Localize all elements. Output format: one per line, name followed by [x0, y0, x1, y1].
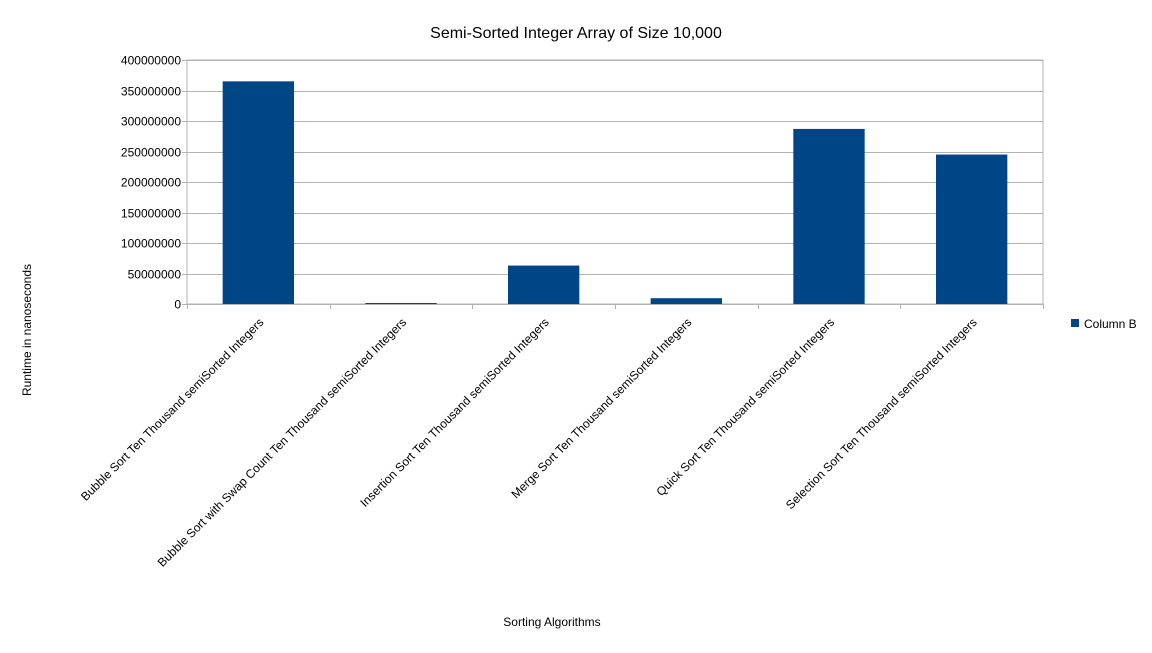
y-axis-label: Runtime in nanoseconds: [20, 264, 34, 396]
grid-lines: [187, 60, 1043, 305]
bar: [365, 303, 437, 304]
x-axis-label: Sorting Algorithms: [503, 615, 600, 629]
bar: [508, 265, 580, 304]
y-tick-label: 200000000: [121, 176, 181, 190]
legend-swatch: [1071, 319, 1079, 327]
y-tick-label: 300000000: [121, 115, 181, 129]
x-tick-label: Quick Sort Ten Thousand semiSorted Integ…: [653, 315, 837, 499]
x-tick-label: Bubble Sort with Swap Count Ten Thousand…: [155, 315, 409, 569]
y-tick-label: 350000000: [121, 85, 181, 99]
bar: [650, 298, 722, 304]
bar: [936, 154, 1008, 304]
x-tick-label: Merge Sort Ten Thousand semiSorted Integ…: [508, 315, 694, 501]
bar: [793, 128, 865, 304]
y-tick-label: 250000000: [121, 146, 181, 160]
y-tick-label: 50000000: [128, 268, 182, 282]
y-tick-label: 100000000: [121, 237, 181, 251]
y-tick-label: 150000000: [121, 207, 181, 221]
y-tick-label: 400000000: [121, 54, 181, 68]
y-tick-label: 0: [174, 298, 181, 312]
x-axis-tick-labels: Bubble Sort Ten Thousand semiSorted Inte…: [78, 315, 980, 569]
bar: [222, 81, 294, 304]
legend: Column B: [1071, 317, 1137, 331]
legend-label: Column B: [1084, 317, 1137, 331]
x-axis-ticks: [187, 304, 1044, 309]
bars: [222, 81, 1008, 304]
chart-title: Semi-Sorted Integer Array of Size 10,000: [430, 25, 722, 42]
y-axis-ticks: 0 50000000 100000000 150000000 200000000 2500…: [121, 54, 187, 312]
